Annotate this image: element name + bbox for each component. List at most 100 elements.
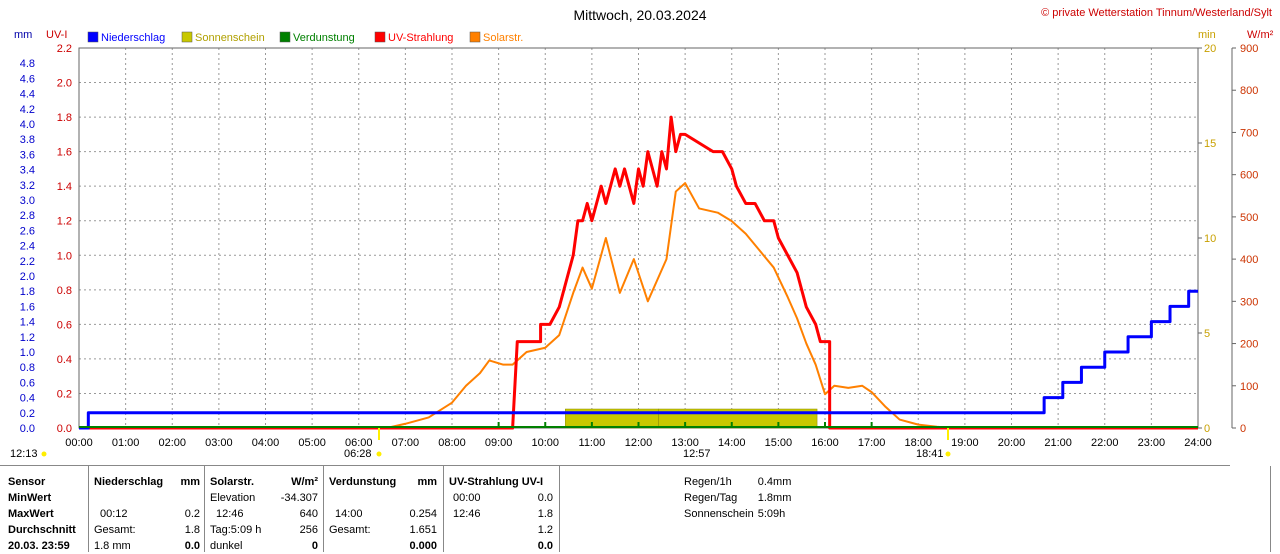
series-group: [79, 115, 1198, 430]
chart-title: Mittwoch, 20.03.2024: [573, 7, 706, 23]
x-tick-label: 00:00: [65, 437, 93, 449]
stats-row-label: 20.03. 23:59: [8, 540, 70, 552]
mm-tick-label: 1.8: [20, 286, 35, 298]
unit-wm2-label: W/m²: [1247, 29, 1274, 41]
uv-tick-label: 0.2: [57, 388, 72, 400]
min-tick-label: 20: [1204, 43, 1216, 55]
legend-label: Niederschlag: [101, 32, 165, 44]
axes: 0.0 0.2 0.4 0.6 0.8 1.0 1.2 1.4 1.6 1.8 2.0 2.2 2.4 2…: [20, 43, 1259, 449]
mm-tick-label: 3.6: [20, 149, 35, 161]
stats-cell: Sonnenschein: [684, 508, 754, 520]
wm2-tick-label: 600: [1240, 170, 1258, 182]
mm-tick-label: 1.4: [20, 317, 35, 329]
mm-tick-label: 3.8: [20, 134, 35, 146]
mm-tick-label: 3.0: [20, 195, 35, 207]
stats-cell: dunkel: [210, 540, 243, 552]
mm-tick-label: 3.4: [20, 165, 35, 177]
wm2-tick-label: 0: [1240, 423, 1246, 435]
x-tick-label: 14:00: [718, 437, 746, 449]
stats-cell: Gesamt:: [329, 524, 371, 536]
legend-swatch: [374, 31, 386, 43]
min-tick-label: 0: [1204, 423, 1210, 435]
legend-label: Verdunstung: [293, 32, 355, 44]
mm-tick-label: 0.8: [20, 362, 35, 374]
stats-row-label: MaxWert: [8, 508, 54, 520]
x-tick-label: 09:00: [485, 437, 513, 449]
weather-chart: Mittwoch, 20.03.2024 © private Wettersta…: [10, 7, 1274, 460]
stats-header: Sensor: [8, 476, 46, 488]
stats-divider: [88, 466, 89, 552]
legend: Niederschlag Sonnenschein Verdunstung UV-St…: [87, 31, 523, 44]
x-tick-label: 24:00: [1184, 437, 1212, 449]
stats-unit: mm: [417, 476, 437, 488]
mm-tick-label: 1.6: [20, 301, 35, 313]
wm2-tick-label: 200: [1240, 339, 1258, 351]
mm-tick-label: 3.2: [20, 180, 35, 192]
x-tick-label: 17:00: [858, 437, 886, 449]
sun-dot-left: [41, 451, 47, 457]
stats-value: 1.651: [409, 524, 437, 536]
stats-header: Verdunstung: [329, 476, 397, 488]
wm2-tick-label: 700: [1240, 127, 1258, 139]
stats-divider: [443, 466, 444, 552]
wm2-tick-label: 500: [1240, 212, 1258, 224]
stats-cell: 00:00: [453, 492, 481, 504]
x-tick-label: 11:00: [579, 437, 606, 449]
mm-tick-label: 2.6: [20, 225, 35, 237]
stats-cell: 12:46: [216, 508, 244, 520]
x-tick-label: 20:00: [998, 437, 1026, 449]
wm2-tick-label: 100: [1240, 381, 1258, 393]
x-tick-label: 07:00: [392, 437, 420, 449]
legend-swatch: [279, 31, 291, 43]
mm-tick-label: 4.8: [20, 58, 35, 70]
stats-header: Niederschlag: [94, 476, 164, 488]
x-tick-label: 02:00: [158, 437, 186, 449]
x-tick-label: 12:00: [625, 437, 653, 449]
uv-tick-label: 2.2: [57, 43, 72, 55]
noon-label: 12:57: [683, 448, 711, 460]
x-tick-label: 10:00: [531, 437, 559, 449]
stats-row-label: Durchschnitt: [8, 524, 76, 536]
left-time-label: 12:13: [10, 448, 38, 460]
time-markers: 12:13 06:28 12:57 18:41: [10, 428, 951, 460]
mm-tick-label: 2.4: [20, 241, 35, 253]
mm-tick-label: 2.8: [20, 210, 35, 222]
stats-value: 0.000: [409, 540, 437, 552]
mm-tick-label: 0.2: [20, 408, 35, 420]
mm-tick-label: 2.0: [20, 271, 35, 283]
stats-cell: Tag:5:09 h: [210, 524, 262, 536]
stats-value: 5:09h: [757, 508, 786, 520]
stats-divider: [323, 466, 324, 552]
x-tick-label: 21:00: [1044, 437, 1072, 449]
x-tick-label: 19:00: [951, 437, 979, 449]
x-tick-label: 08:00: [438, 437, 466, 449]
stats-extra-column: Regen/1h 0.4mm Regen/Tag 1.8mm Sonnenschei…: [682, 474, 793, 522]
uv-tick-label: 1.0: [57, 250, 72, 262]
stats-cell: Regen/1h: [684, 476, 732, 488]
unit-min-label: min: [1198, 29, 1216, 41]
stats-cell: 12:46: [453, 508, 481, 520]
stats-cell: Elevation: [210, 492, 256, 504]
uv-tick-label: 0.4: [57, 354, 72, 366]
x-tick-label: 06:00: [345, 437, 373, 449]
stats-header: UV-Strahlung UV-I: [449, 476, 544, 488]
mm-tick-label: 1.0: [20, 347, 35, 359]
legend-label: Solarstr.: [483, 32, 523, 44]
legend-label: Sonnenschein: [195, 32, 265, 44]
legend-swatch: [87, 31, 99, 43]
stats-divider: [204, 466, 205, 552]
x-tick-label: 05:00: [298, 437, 326, 449]
mm-tick-label: 4.4: [20, 89, 35, 101]
uv-tick-label: 0.0: [57, 423, 72, 435]
stats-unit: mm: [180, 476, 200, 488]
uv-tick-label: 0.6: [57, 319, 72, 331]
stats-value: -34.307: [280, 492, 318, 504]
x-tick-label: 23:00: [1138, 437, 1166, 449]
stats-cell: 14:00: [335, 508, 363, 520]
x-tick-label: 18:00: [904, 437, 932, 449]
precipitation-line: [79, 289, 1198, 430]
legend-label: UV-Strahlung: [388, 32, 453, 44]
stats-rain-column: Niederschlag mm 00:12 0.2 Gesamt: 1.8 1.8 m…: [92, 474, 202, 554]
uv-tick-label: 0.8: [57, 285, 72, 297]
stats-cell: 00:12: [100, 508, 128, 520]
